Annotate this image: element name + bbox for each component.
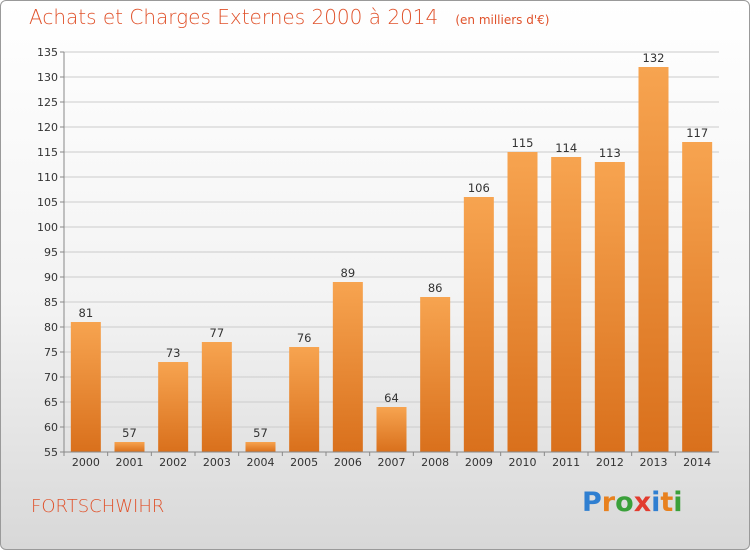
logo-letter: i	[651, 487, 661, 518]
bar-2000	[70, 322, 101, 452]
y-tick-label: 90	[44, 271, 58, 284]
title-row: Achats et Charges Externes 2000 à 2014 (…	[29, 5, 549, 29]
bar-2002	[158, 362, 189, 452]
bar-2003	[201, 342, 232, 452]
data-label-2014: 117	[686, 126, 708, 140]
chart-subtitle: (en milliers d'€)	[455, 13, 550, 27]
bar-2009	[463, 197, 494, 452]
y-tick-label: 130	[37, 71, 58, 84]
x-tick-label-2006: 2006	[334, 456, 362, 469]
data-labels: 81 57 73 77 57 76 89 64 86 106 115 114 113 132 117	[79, 51, 709, 440]
x-tick-label-2008: 2008	[421, 456, 449, 469]
y-tick-label: 65	[44, 396, 58, 409]
x-tick-label-2004: 2004	[247, 456, 275, 469]
city-name: FORTSCHWIHR	[31, 496, 165, 517]
y-tick-label: 110	[37, 171, 58, 184]
data-label-2005: 76	[297, 331, 312, 345]
data-label-2004: 57	[253, 426, 268, 440]
y-tick-label: 70	[44, 371, 58, 384]
y-tick-label: 105	[37, 196, 58, 209]
y-tick-label: 135	[37, 46, 58, 59]
x-tick-labels: 2000 2001 2002 2003 2004 2005 2006 2007 2008 2009…	[72, 456, 711, 469]
data-label-2002: 73	[166, 346, 181, 360]
axes	[63, 52, 719, 453]
y-tick-label: 85	[44, 296, 58, 309]
x-tick-label-2014: 2014	[683, 456, 711, 469]
x-tick-label-2005: 2005	[290, 456, 318, 469]
x-tick-label-2010: 2010	[509, 456, 537, 469]
chart-title: Achats et Charges Externes 2000 à 2014	[29, 5, 439, 29]
bar-2014	[682, 142, 713, 452]
x-tick-label-2007: 2007	[378, 456, 406, 469]
y-tick-label: 100	[37, 221, 58, 234]
logo-letter: t	[660, 487, 674, 518]
bar-2011	[551, 157, 582, 452]
bar-2012	[594, 162, 625, 452]
x-tick-label-2001: 2001	[116, 456, 144, 469]
data-label-2009: 106	[468, 181, 490, 195]
y-tick-label: 95	[44, 246, 58, 259]
y-tick-label: 80	[44, 321, 58, 334]
bar-2005	[289, 347, 320, 452]
logo-letter: o	[615, 487, 634, 518]
logo-letter: r	[601, 487, 616, 518]
bar-2001	[114, 442, 145, 452]
x-tick-label-2011: 2011	[552, 456, 580, 469]
x-tick-label-2003: 2003	[203, 456, 231, 469]
bar-2008	[420, 297, 451, 452]
bar-2006	[332, 282, 363, 452]
data-label-2000: 81	[79, 306, 94, 320]
bars	[70, 67, 713, 452]
x-tick-label-2013: 2013	[640, 456, 668, 469]
y-tick-labels: 55 60 65 70 75 80 85 90 95 100 105 110 115 120 125 130 1…	[37, 46, 58, 459]
proxiti-logo: Proxiti	[582, 487, 683, 518]
logo-letter: i	[673, 487, 683, 518]
x-tick-label-2009: 2009	[465, 456, 493, 469]
y-tick-label: 125	[37, 96, 58, 109]
data-label-2007: 64	[384, 391, 399, 405]
bar-2004	[245, 442, 276, 452]
data-label-2012: 113	[599, 146, 621, 160]
y-tick-label: 75	[44, 346, 58, 359]
bar-2007	[376, 407, 407, 452]
y-tick-label: 55	[44, 446, 58, 459]
data-label-2003: 77	[210, 326, 225, 340]
y-tick-label: 60	[44, 421, 58, 434]
x-tick-label-2012: 2012	[596, 456, 624, 469]
data-label-2008: 86	[428, 281, 443, 295]
bar-2013	[638, 67, 669, 452]
x-tick-label-2002: 2002	[159, 456, 187, 469]
data-label-2011: 114	[555, 141, 577, 155]
data-label-2006: 89	[341, 266, 356, 280]
y-tick-label: 120	[37, 121, 58, 134]
data-label-2001: 57	[122, 426, 137, 440]
data-label-2013: 132	[643, 51, 665, 65]
x-tick-label-2000: 2000	[72, 456, 100, 469]
data-label-2010: 115	[512, 136, 534, 150]
logo-letter: P	[582, 487, 602, 518]
y-tick-label: 115	[37, 146, 58, 159]
logo-letter: x	[633, 487, 652, 518]
bar-2010	[507, 152, 538, 452]
